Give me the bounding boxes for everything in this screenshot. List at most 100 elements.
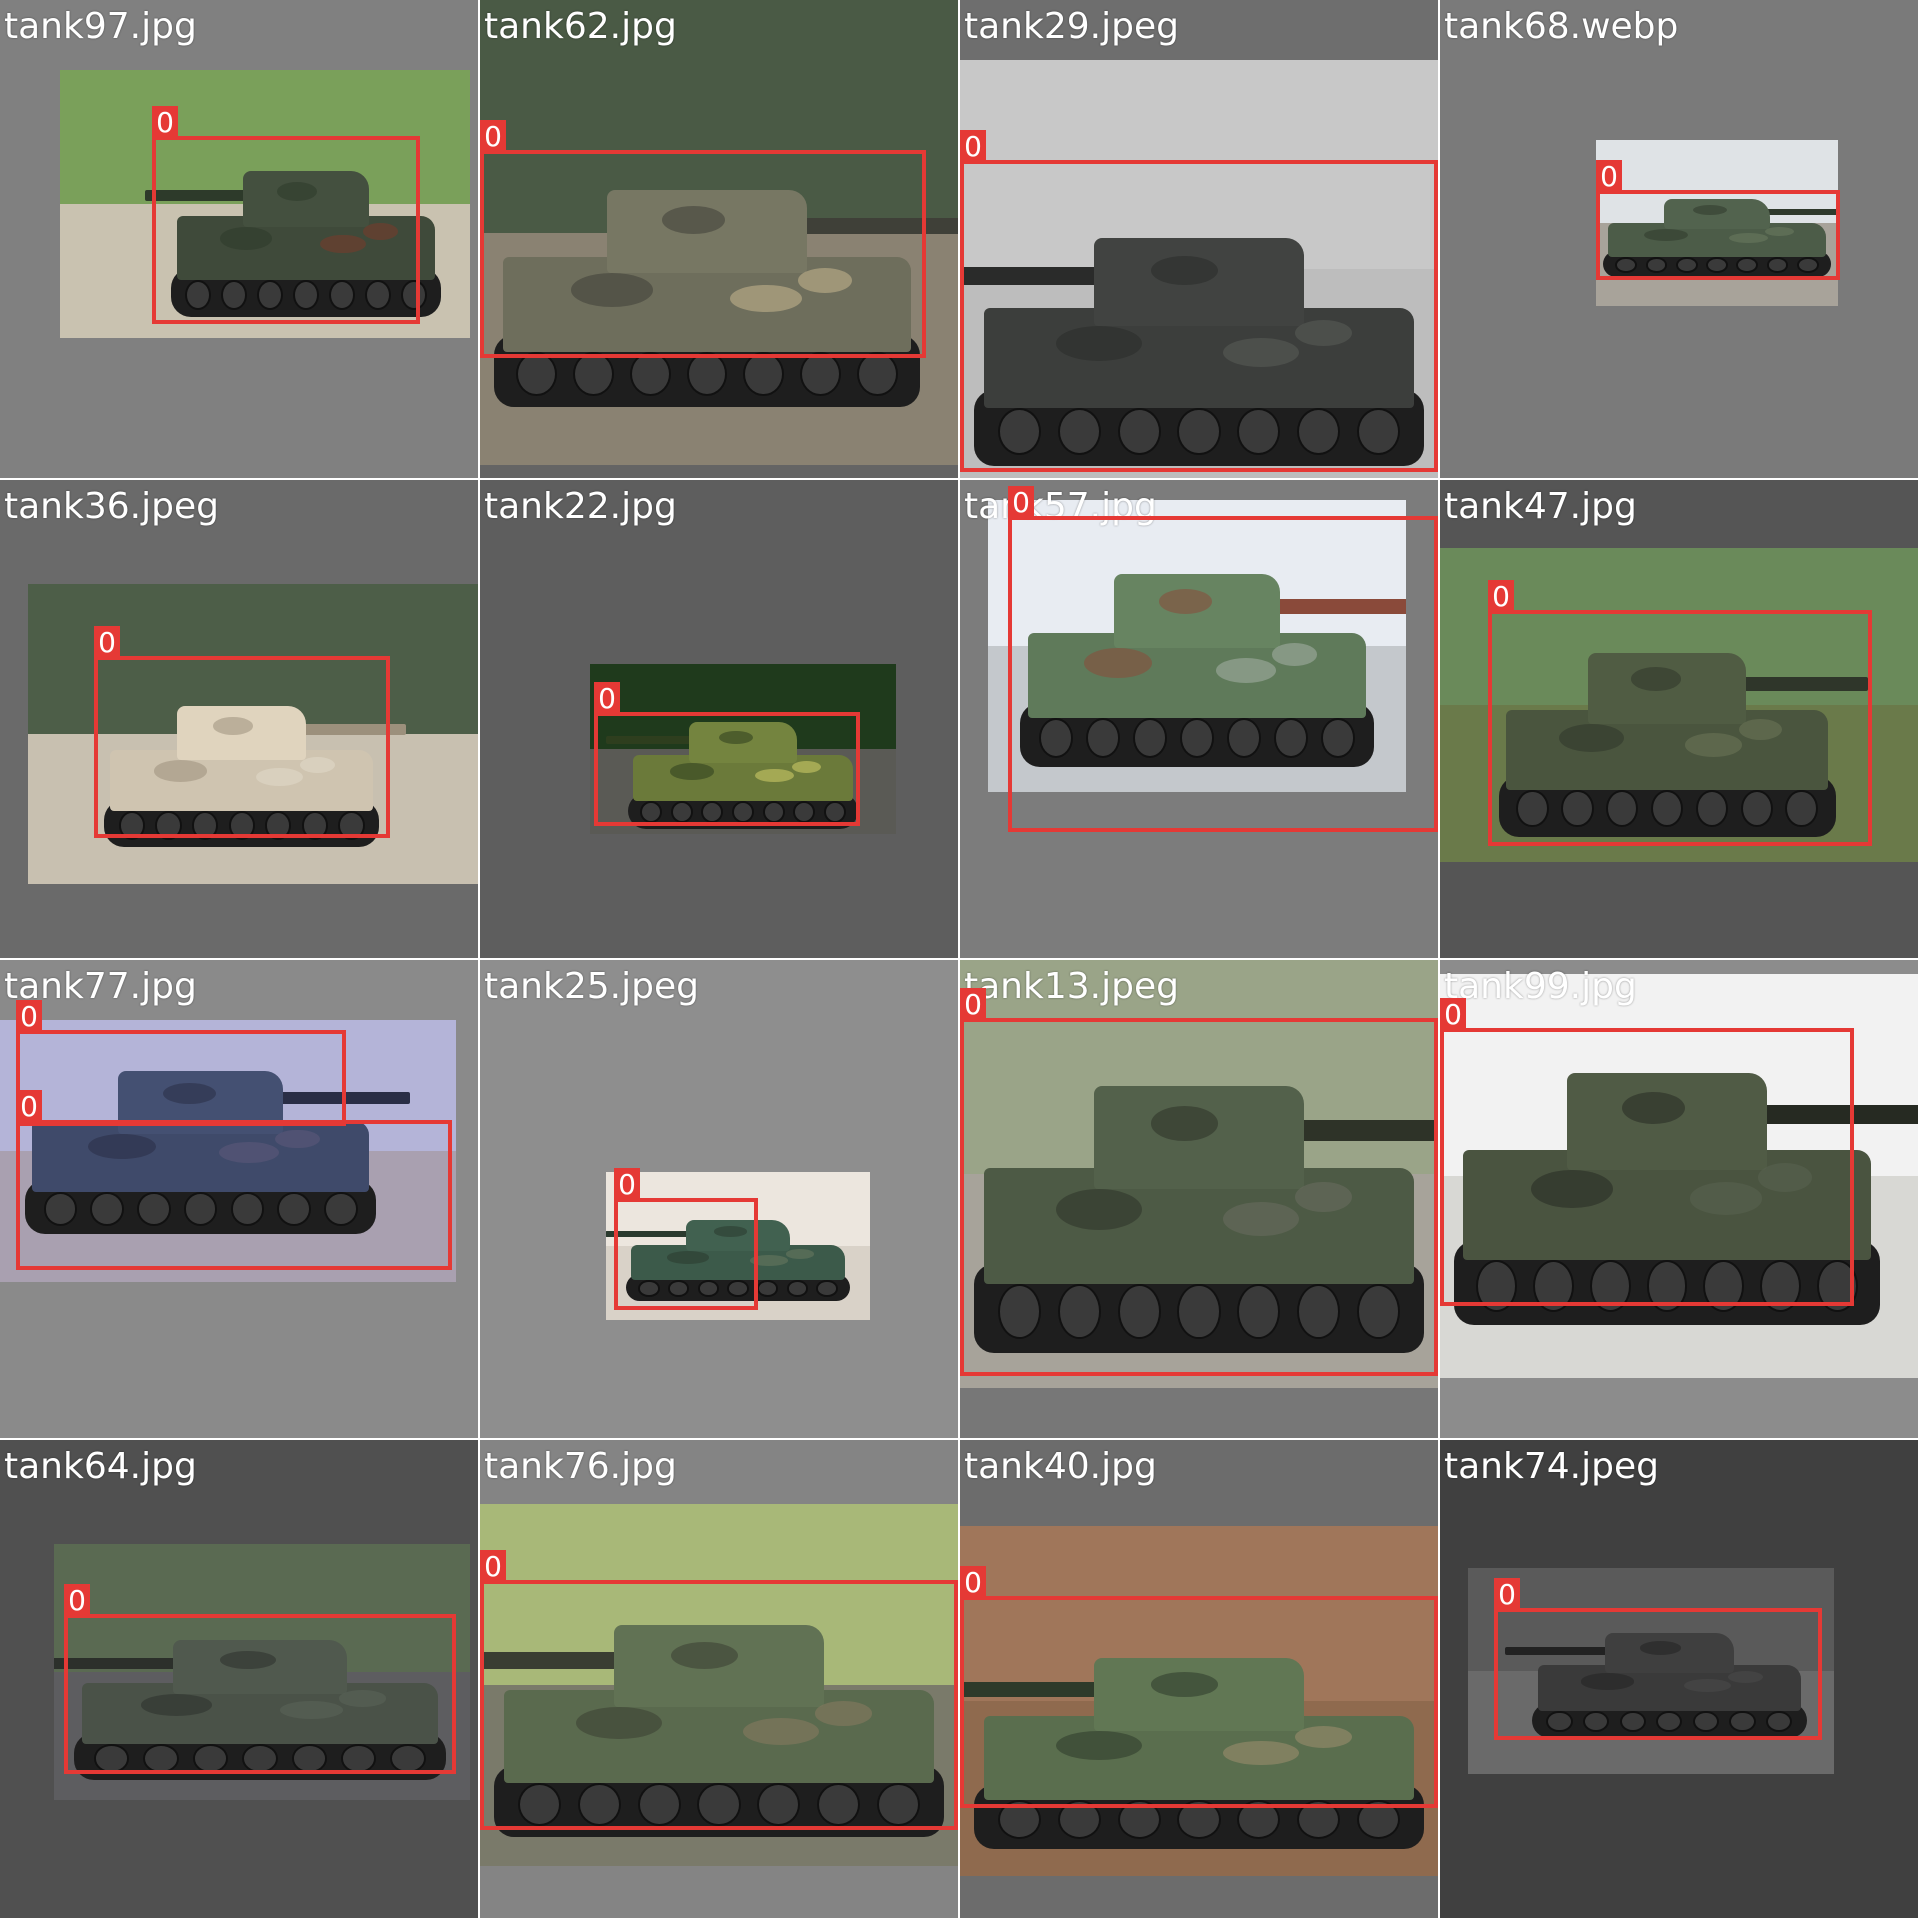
road-wheel bbox=[1740, 789, 1773, 828]
tank-photo bbox=[1440, 974, 1918, 1378]
road-wheel bbox=[1227, 717, 1261, 758]
road-wheel bbox=[756, 1280, 779, 1297]
camouflage-patch bbox=[742, 1717, 820, 1745]
camouflage-patch bbox=[791, 760, 822, 773]
camouflage-patch bbox=[1222, 1202, 1300, 1237]
road-wheel bbox=[727, 1280, 749, 1297]
mosaic-tile: tank76.jpg 0 bbox=[480, 1440, 958, 1918]
image-filename: tank64.jpg bbox=[4, 1446, 197, 1487]
tank-photo bbox=[480, 1504, 958, 1866]
mosaic-tile: tank97.jpg 0 bbox=[0, 0, 478, 478]
camouflage-patch bbox=[154, 760, 207, 782]
road-wheel bbox=[1133, 717, 1167, 758]
road-wheel bbox=[1615, 257, 1638, 274]
road-wheel bbox=[998, 407, 1042, 455]
road-wheel bbox=[324, 1192, 358, 1226]
tank-photo bbox=[960, 960, 1438, 1388]
tank-photo bbox=[1468, 1568, 1834, 1774]
camouflage-patch bbox=[220, 1651, 276, 1669]
road-wheel bbox=[400, 279, 427, 310]
image-filename: tank40.jpg bbox=[964, 1446, 1157, 1487]
image-filename: tank99.jpg bbox=[1444, 966, 1637, 1007]
camouflage-patch bbox=[338, 1690, 387, 1707]
image-filename: tank68.webp bbox=[1444, 6, 1679, 47]
class-id-label: 0 bbox=[16, 1000, 42, 1033]
camouflage-patch bbox=[1294, 1726, 1352, 1749]
road-wheel bbox=[697, 1782, 741, 1827]
road-wheel bbox=[1619, 1710, 1646, 1733]
tank-illustration bbox=[960, 1024, 1438, 1366]
camouflage-patch bbox=[666, 1251, 710, 1264]
road-wheel bbox=[1729, 1710, 1756, 1733]
class-id-label: 0 bbox=[16, 1090, 42, 1123]
detection-box: 0 bbox=[614, 1168, 758, 1310]
camouflage-patch bbox=[1692, 205, 1727, 216]
mosaic-tile: tank74.jpeg 0 bbox=[1440, 1440, 1918, 1918]
road-wheel bbox=[328, 279, 355, 310]
camouflage-patch bbox=[1559, 723, 1624, 753]
image-filename: tank57.jpg bbox=[964, 486, 1157, 527]
camouflage-patch bbox=[1738, 719, 1782, 741]
road-wheel bbox=[1650, 789, 1684, 828]
camouflage-patch bbox=[718, 730, 753, 745]
road-wheel bbox=[800, 351, 841, 397]
camouflage-patch bbox=[1151, 255, 1219, 285]
mosaic-tile: tank77.jpg 0 0 bbox=[0, 960, 478, 1438]
road-wheel bbox=[221, 279, 248, 310]
road-wheel bbox=[518, 1782, 562, 1827]
camouflage-patch bbox=[1222, 1740, 1300, 1766]
camouflage-patch bbox=[1729, 233, 1768, 244]
road-wheel bbox=[876, 1782, 920, 1827]
road-wheel bbox=[1274, 717, 1308, 758]
road-wheel bbox=[90, 1192, 124, 1226]
camouflage-patch bbox=[300, 756, 336, 773]
detection-box: 0 bbox=[1596, 160, 1840, 280]
class-id-label: 0 bbox=[614, 1168, 640, 1201]
class-id-label: 0 bbox=[960, 130, 986, 163]
detection-box: 0 bbox=[64, 1584, 456, 1774]
camouflage-patch bbox=[219, 227, 272, 250]
camouflage-patch bbox=[1159, 588, 1213, 614]
road-wheel bbox=[291, 1744, 328, 1773]
mosaic-tile: tank25.jpeg 0 bbox=[480, 960, 958, 1438]
camouflage-patch bbox=[1689, 1182, 1763, 1215]
tank-gun bbox=[605, 736, 724, 745]
detection-box: 0 bbox=[1494, 1578, 1822, 1740]
road-wheel bbox=[573, 351, 614, 397]
road-wheel bbox=[1675, 257, 1698, 274]
camouflage-patch bbox=[1640, 1641, 1681, 1655]
camouflage-patch bbox=[275, 1129, 321, 1149]
road-wheel bbox=[1706, 257, 1728, 274]
road-wheel bbox=[1086, 717, 1120, 758]
road-wheel bbox=[637, 1782, 681, 1827]
road-wheel bbox=[1736, 257, 1759, 274]
class-id-label: 0 bbox=[1596, 160, 1622, 193]
tank-gun bbox=[265, 724, 406, 736]
road-wheel bbox=[1561, 789, 1594, 828]
road-wheel bbox=[93, 1744, 130, 1773]
image-filename: tank62.jpg bbox=[484, 6, 677, 47]
detection-box: 0 bbox=[960, 988, 1438, 1376]
camouflage-patch bbox=[1055, 325, 1142, 361]
camouflage-patch bbox=[1151, 1106, 1219, 1141]
camouflage-patch bbox=[575, 1706, 662, 1740]
class-id-label: 0 bbox=[94, 626, 120, 659]
class-id-label: 0 bbox=[480, 1550, 506, 1583]
camouflage-patch bbox=[1765, 227, 1795, 237]
camouflage-patch bbox=[1055, 1188, 1142, 1230]
mosaic-tile: tank29.jpeg 0 bbox=[960, 0, 1438, 478]
road-wheel bbox=[516, 351, 558, 397]
tank-gun bbox=[1505, 1646, 1646, 1655]
road-wheel bbox=[1117, 1284, 1161, 1340]
tank-illustration bbox=[960, 1614, 1438, 1859]
camouflage-patch bbox=[1151, 1672, 1219, 1697]
image-filename: tank29.jpeg bbox=[964, 6, 1179, 47]
detection-box: 0 bbox=[1008, 486, 1438, 832]
camouflage-patch bbox=[1683, 1678, 1731, 1693]
mosaic-tile: tank62.jpg 0 bbox=[480, 0, 958, 478]
tank-photo bbox=[988, 500, 1406, 792]
road-wheel bbox=[1177, 407, 1221, 455]
road-wheel bbox=[183, 1192, 218, 1226]
road-wheel bbox=[43, 1192, 78, 1226]
camouflage-patch bbox=[1055, 1731, 1142, 1761]
